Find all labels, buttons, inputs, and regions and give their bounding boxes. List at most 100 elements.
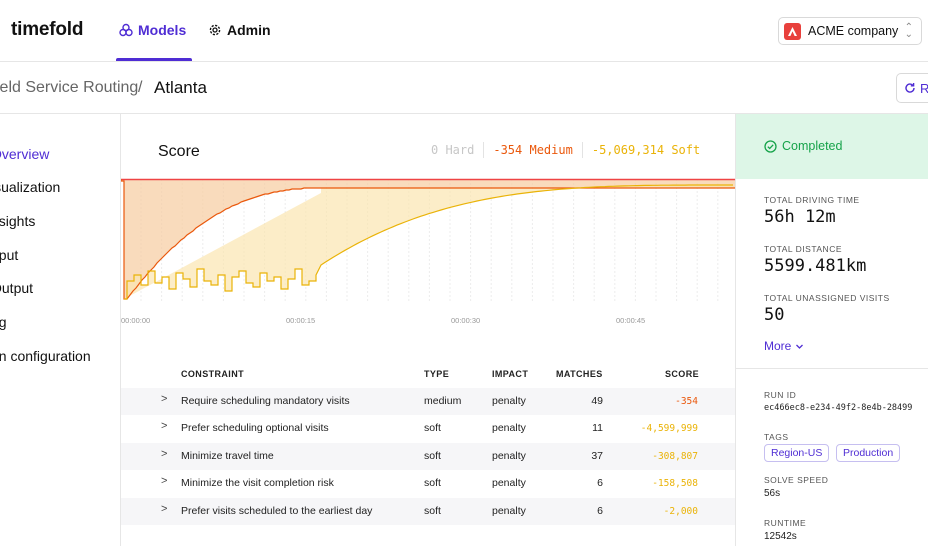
constraint-type: soft <box>424 422 441 434</box>
constraint-matches: 6 <box>597 505 603 517</box>
menu-item-overview[interactable]: Overview <box>0 146 50 162</box>
runtime-label: RUNTIME <box>764 518 807 528</box>
constraint-matches: 11 <box>592 422 603 434</box>
table-row[interactable]: > Minimize the visit completion risk sof… <box>121 470 735 497</box>
constraint-matches: 49 <box>591 395 603 407</box>
company-selector[interactable]: ACME company ⌃ ⌄ <box>778 17 922 45</box>
runtime-value: 12542s <box>764 531 797 542</box>
stat-value: 56h 12m <box>764 207 836 227</box>
more-label: More <box>764 339 792 353</box>
column-header-type[interactable]: TYPE <box>424 369 450 379</box>
constraint-impact: penalty <box>492 422 526 434</box>
tags-label: TAGS <box>764 432 789 442</box>
constraint-impact: penalty <box>492 395 526 407</box>
time-tick: 00:00:45 <box>616 316 646 325</box>
solve-speed-label: SOLVE SPEED <box>764 475 829 485</box>
score-title: Score <box>158 143 200 160</box>
menu-item-input[interactable]: nput <box>0 247 19 263</box>
gear-icon <box>209 24 221 36</box>
brand-logo[interactable]: timefold <box>11 19 84 40</box>
rerun-button-label: R <box>920 80 928 96</box>
constraint-score: -2,000 <box>663 506 698 517</box>
breadcrumb-bar: ield Service Routing / Atlanta R <box>0 62 928 114</box>
constraint-name: Minimize the visit completion risk <box>181 477 334 489</box>
constraint-impact: penalty <box>492 505 526 517</box>
tag-production[interactable]: Production <box>836 444 901 462</box>
table-row[interactable]: > Prefer visits scheduled to the earlies… <box>121 498 735 525</box>
score-soft: -5,069,314 Soft <box>591 143 701 157</box>
breadcrumb-current: Atlanta <box>154 78 207 97</box>
stat-label: TOTAL UNASSIGNED VISITS <box>764 293 890 303</box>
table-row[interactable]: > Prefer scheduling optional visits soft… <box>121 415 735 442</box>
stat-label: TOTAL DRIVING TIME <box>764 195 860 205</box>
column-header-score[interactable]: SCORE <box>665 369 700 379</box>
chevron-right-icon[interactable]: > <box>161 475 168 487</box>
constraint-type: soft <box>424 477 441 489</box>
stat-label: TOTAL DISTANCE <box>764 244 843 254</box>
stat-value: 5599.481km <box>764 256 867 276</box>
status-label: Completed <box>782 139 843 153</box>
status-completed: Completed <box>764 139 842 153</box>
more-toggle[interactable]: More <box>764 339 804 353</box>
constraint-type: soft <box>424 450 441 462</box>
top-bar: timefold Models Admin ACME company ⌃ ⌄ <box>0 0 928 62</box>
constraint-score: -354 <box>675 396 698 407</box>
menu-item-visualization[interactable]: isualization <box>0 179 61 195</box>
breadcrumb-parent[interactable]: ield Service Routing <box>0 79 139 96</box>
constraint-type: medium <box>424 395 462 407</box>
tag-region-us[interactable]: Region-US <box>764 444 830 462</box>
constraint-name: Minimize travel time <box>181 450 274 462</box>
column-header-matches[interactable]: MATCHES <box>556 369 603 379</box>
rerun-button[interactable]: R <box>896 73 928 103</box>
nav-admin[interactable]: Admin <box>208 22 271 38</box>
constraint-impact: penalty <box>492 477 526 489</box>
table-row[interactable]: > Minimize travel time soft penalty 37 -… <box>121 443 735 470</box>
menu-item-output[interactable]: Output <box>0 280 34 296</box>
chevron-down-icon <box>796 344 804 349</box>
nav-models-label: Models <box>138 22 187 38</box>
check-circle-icon <box>764 139 777 153</box>
constraint-score: -158,508 <box>652 478 698 489</box>
constraint-matches: 6 <box>597 477 603 489</box>
chevron-right-icon[interactable]: > <box>161 448 168 460</box>
constraint-impact: penalty <box>492 450 526 462</box>
nav-admin-label: Admin <box>227 22 271 38</box>
solve-speed-value: 56s <box>764 488 781 499</box>
run-id-label: RUN ID <box>764 390 797 400</box>
score-hard: 0 Hard <box>431 143 475 157</box>
soft-score-line <box>124 184 733 300</box>
column-header-constraint[interactable]: CONSTRAINT <box>181 369 244 379</box>
time-tick: 00:00:30 <box>451 316 481 325</box>
chevron-right-icon[interactable]: > <box>161 420 168 432</box>
status-banner: Completed <box>736 114 928 179</box>
nav-active-indicator <box>116 58 192 61</box>
company-name: ACME company <box>808 24 899 38</box>
menu-item-log[interactable]: og <box>0 314 7 330</box>
divider <box>736 368 928 369</box>
column-header-impact[interactable]: IMPACT <box>492 369 529 379</box>
chevron-right-icon[interactable]: > <box>161 503 168 515</box>
company-logo-glyph <box>788 26 797 36</box>
nav-models[interactable]: Models <box>119 22 186 38</box>
time-tick: 00:00:15 <box>286 316 316 325</box>
company-logo <box>784 22 801 40</box>
constraint-matches: 37 <box>591 450 603 462</box>
models-icon <box>119 23 133 37</box>
chevron-right-icon[interactable]: > <box>161 393 168 405</box>
menu-item-run-configuration[interactable]: un configuration <box>0 348 91 364</box>
constraint-score: -4,599,999 <box>640 423 698 434</box>
score-chart[interactable] <box>121 173 735 313</box>
medium-score-area <box>121 179 735 299</box>
score-divider <box>581 142 583 158</box>
constraint-name: Require scheduling mandatory visits <box>181 395 350 407</box>
score-medium: -354 Medium <box>493 143 573 157</box>
soft-score-area <box>124 185 735 299</box>
constraint-score: -308,807 <box>652 451 698 462</box>
constraint-name: Prefer visits scheduled to the earliest … <box>181 505 373 517</box>
breadcrumb-separator: / <box>138 79 143 96</box>
table-row[interactable]: > Require scheduling mandatory visits me… <box>121 388 735 415</box>
chevron-updown-icon: ⌃ ⌄ <box>904 22 913 40</box>
run-summary-panel: Completed TOTAL DRIVING TIME 56h 12m TOT… <box>735 114 928 546</box>
